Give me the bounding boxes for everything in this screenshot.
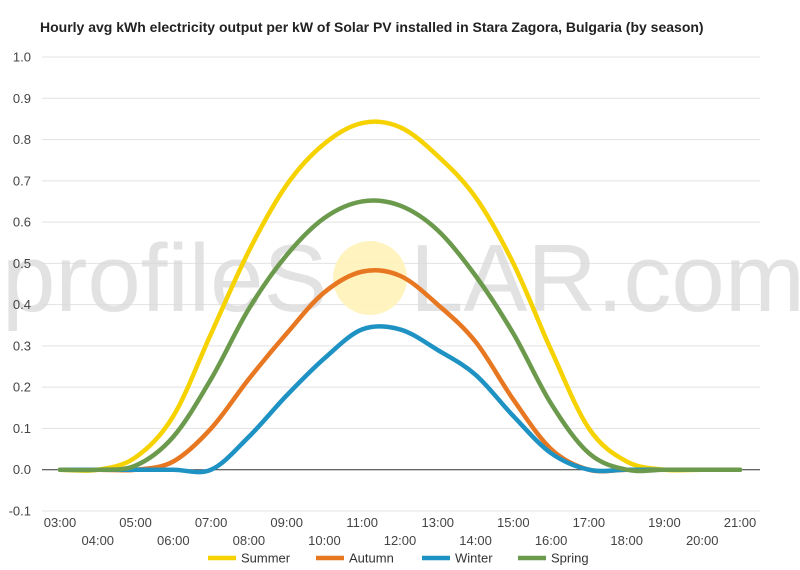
x-tick-label: 04:00 [82,533,115,548]
legend: Summer Autumn Winter Spring [208,551,589,566]
legend-label-spring: Spring [551,551,589,566]
x-tick-label: 05:00 [119,515,152,530]
series-lines [57,119,743,475]
y-tick-label: 0.3 [13,338,31,353]
y-tick-label: 1.0 [13,50,31,65]
y-axis-ticks: 1.0 0.9 0.8 0.7 0.6 0.5 0.4 0.3 0.2 0.1 0.0 -0.1 [9,50,31,519]
watermark-text-right: LAR.com [410,225,800,332]
y-tick-label: 0.4 [13,297,31,312]
y-tick-label: 0.1 [13,421,31,436]
x-tick-label: 18:00 [610,533,643,548]
x-tick-label: 19:00 [648,515,681,530]
y-tick-label: 0.8 [13,132,31,147]
x-tick-label: 15:00 [497,515,530,530]
x-tick-label: 12:00 [384,533,417,548]
y-tick-label: -0.1 [9,504,31,519]
legend-label-summer: Summer [241,551,291,566]
x-tick-label: 10:00 [308,533,341,548]
x-tick-label: 14:00 [459,533,492,548]
y-tick-label: 0.2 [13,380,31,395]
x-tick-label: 07:00 [195,515,228,530]
x-tick-label: 13:00 [422,515,455,530]
series-line-spring [57,198,743,474]
chart-title: Hourly avg kWh electricity output per kW… [40,19,704,35]
x-tick-label: 09:00 [270,515,303,530]
x-tick-label: 20:00 [686,533,719,548]
y-tick-label: 0.6 [13,215,31,230]
watermark-sun [333,241,407,315]
x-tick-label: 03:00 [44,515,77,530]
watermark-text-left: profileS [2,225,328,332]
y-tick-label: 0.9 [13,91,31,106]
x-tick-label: 21:00 [724,515,757,530]
x-axis-ticks: 03:00 04:00 05:00 06:00 07:00 08:00 09:00 10:00… [44,515,757,548]
y-tick-label: 0.7 [13,173,31,188]
legend-label-autumn: Autumn [349,551,394,566]
y-tick-label: 0.0 [13,462,31,477]
gridlines [42,56,760,512]
x-tick-label: 06:00 [157,533,190,548]
x-tick-label: 11:00 [346,515,378,530]
x-tick-label: 08:00 [233,533,266,548]
series-line-summer [57,119,743,473]
watermark: profileS LAR.com [2,225,800,332]
y-tick-label: 0.5 [13,256,31,271]
x-tick-label: 16:00 [535,533,568,548]
legend-label-winter: Winter [455,551,493,566]
x-tick-label: 17:00 [573,515,606,530]
